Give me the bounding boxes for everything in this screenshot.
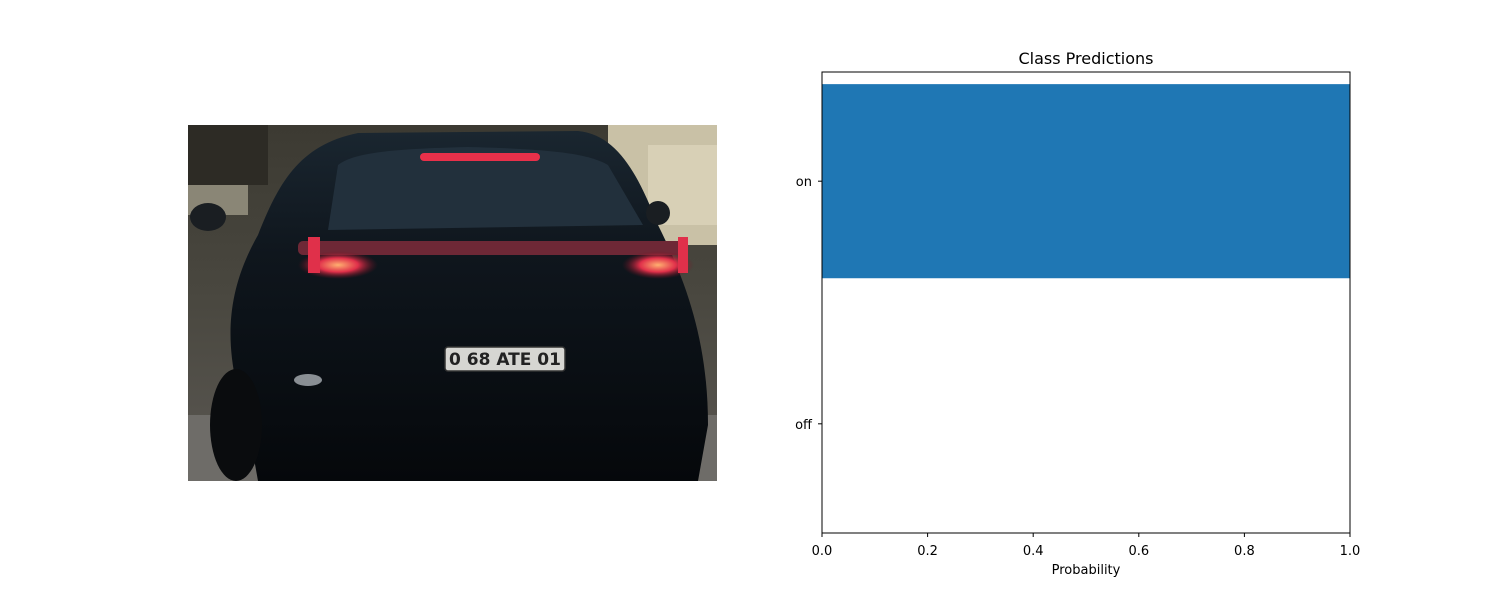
bars-layer	[822, 84, 1350, 279]
tail-light-bar	[298, 241, 688, 255]
chart-title: Class Predictions	[1019, 49, 1154, 68]
rear-wheel-left	[210, 369, 262, 481]
y-tick-label-on: on	[796, 175, 812, 190]
x-tick-label-5: 1.0	[1340, 544, 1361, 559]
plot-frame	[821, 71, 1351, 534]
car-photo-svg: 0 68 ATE 01	[188, 125, 717, 481]
x-tick-label-2: 0.4	[1023, 544, 1044, 559]
license-plate	[444, 346, 566, 372]
y-tick-label-off: off	[795, 418, 813, 433]
side-mirror-left	[190, 203, 226, 231]
rear-window	[328, 147, 643, 230]
x-axis: 0.0 0.2 0.4 0.6 0.8 1.0	[812, 533, 1361, 559]
side-mirror-right	[646, 201, 670, 225]
x-tick-label-1: 0.2	[917, 544, 938, 559]
x-tick-label-0: 0.0	[812, 544, 833, 559]
x-tick-label-4: 0.8	[1234, 544, 1255, 559]
x-tick-label-3: 0.6	[1128, 544, 1149, 559]
license-plate-text: 0 68 ATE 01	[449, 350, 561, 370]
third-brake-light	[420, 153, 540, 161]
y-axis: on off	[795, 175, 822, 433]
car-rear-photo: 0 68 ATE 01	[188, 125, 717, 481]
tail-light-right	[622, 251, 694, 279]
x-axis-label: Probability	[1052, 563, 1121, 578]
bar-on	[822, 84, 1350, 279]
